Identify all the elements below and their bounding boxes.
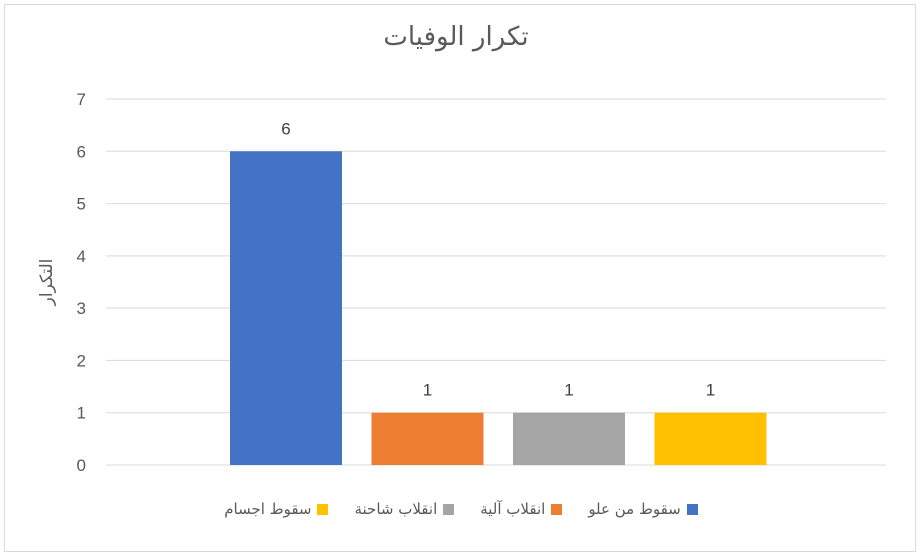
chart-title: تكرار الوفيات [383, 22, 529, 52]
data-label: 1 [706, 381, 715, 400]
data-label: 1 [564, 381, 573, 400]
legend-label: انقلاب آلية [480, 500, 546, 518]
y-tick-label: 1 [77, 404, 86, 423]
data-label: 6 [281, 119, 290, 138]
bars [230, 151, 767, 466]
legend-swatch [443, 503, 455, 515]
y-axis-label: التكرار [37, 259, 57, 307]
y-tick-label: 6 [77, 142, 86, 161]
legend-swatch [686, 503, 698, 515]
bar [371, 412, 484, 465]
bar [230, 151, 342, 466]
y-tick-label: 5 [77, 195, 86, 214]
y-tick-labels: 0 1 2 3 4 5 6 7 [77, 90, 86, 475]
legend-label: انقلاب شاحنة [354, 500, 438, 518]
legend-item: سقوط اجسام [224, 500, 329, 518]
bar [513, 412, 625, 465]
y-tick-label: 0 [77, 456, 86, 475]
y-tick-label: 4 [77, 247, 86, 266]
legend-item: انقلاب آلية [480, 500, 563, 518]
legend-swatch [551, 503, 563, 515]
y-tick-label: 2 [77, 351, 86, 370]
legend-label: سقوط من علو [588, 500, 681, 518]
data-label: 1 [423, 381, 432, 400]
legend-item: سقوط من علو [588, 500, 698, 518]
legend: سقوط من علو انقلاب آلية انقلاب شاحنة سقوط ا… [0, 500, 922, 518]
legend-item: انقلاب شاحنة [354, 500, 455, 518]
bar [654, 412, 767, 465]
data-labels: 6 1 1 1 [281, 119, 715, 399]
y-tick-label: 3 [77, 299, 86, 318]
legend-swatch [317, 503, 329, 515]
legend-label: سقوط اجسام [224, 500, 312, 518]
gridlines [106, 98, 886, 466]
y-tick-label: 7 [77, 90, 86, 109]
